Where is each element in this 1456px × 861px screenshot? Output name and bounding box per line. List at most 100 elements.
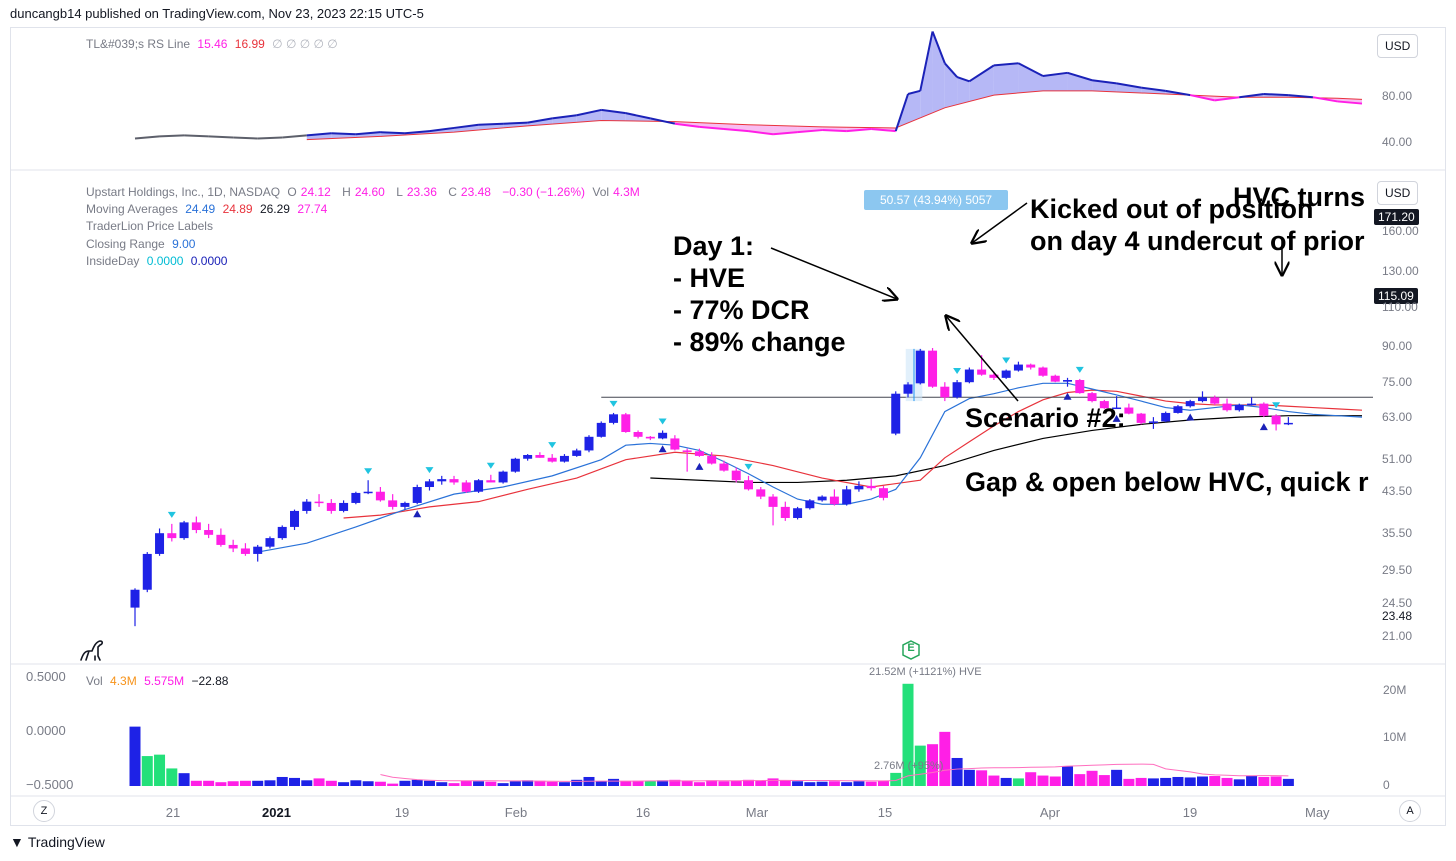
volume-bar [325, 780, 337, 786]
candle-body [731, 470, 741, 481]
volume-bar [669, 779, 681, 786]
earnings-marker[interactable]: E [901, 640, 921, 660]
candle-body [314, 501, 324, 504]
volume-bar [730, 780, 742, 786]
pivot-marker [1063, 392, 1072, 400]
ma-value-1: 24.49 [185, 202, 216, 217]
candle-body [1234, 404, 1244, 411]
arrow-kicked [972, 202, 1028, 243]
rs-legend[interactable]: TL&#039;s RS Line 15.46 16.99 ∅ ∅ ∅ ∅ ∅ [86, 37, 342, 51]
price-axis-label: 43.50 [1382, 484, 1413, 498]
volume-bar [423, 780, 435, 786]
candle-body [228, 544, 238, 549]
rs-line-segment [993, 62, 1019, 67]
rs-line-segment [282, 134, 307, 139]
rs-fill [908, 90, 921, 123]
rs-line-segment [208, 135, 234, 139]
pivot-marker [1186, 413, 1195, 421]
rs-line-segment [184, 134, 209, 138]
rs-line-segment [931, 31, 946, 64]
candle-body [645, 436, 655, 439]
rs-line-segment [1214, 96, 1240, 102]
tradingview-logo: ▼ TradingView [10, 834, 105, 850]
volume-bar [693, 782, 705, 786]
ma-row[interactable]: Moving Averages 24.49 24.89 26.29 27.74 [86, 202, 328, 217]
rs-line-segment [503, 121, 528, 125]
rs-line-segment [846, 128, 872, 133]
candle-body [253, 546, 263, 554]
candle-body [878, 488, 888, 498]
candle-body [461, 482, 471, 492]
volume-bar [828, 781, 840, 786]
rs-line-segment [601, 108, 626, 115]
volume-bar [522, 780, 534, 786]
rs-line-segment [380, 131, 405, 135]
volume-bar [301, 780, 313, 786]
rs-line-segment [1067, 71, 1093, 82]
volume-ma-line [380, 763, 1289, 782]
candle-body [375, 491, 385, 501]
price-legend[interactable]: Upstart Holdings, Inc., 1D, NASDAQ O 24.1… [86, 184, 648, 270]
volume-bar [1012, 778, 1024, 786]
rs-axis-label: 80.00 [1382, 89, 1413, 103]
candle-body [130, 589, 140, 608]
price-axis-label: 51.00 [1382, 452, 1413, 466]
volume-bar [841, 782, 853, 786]
annotation-hvc: HVC turns [1233, 182, 1366, 212]
price-currency-button[interactable]: USD [1377, 181, 1419, 205]
rs-legend-dots: ∅ ∅ ∅ ∅ ∅ [272, 37, 338, 51]
volume-bar [632, 780, 644, 786]
candle-body [744, 480, 753, 490]
volume-bar [853, 781, 865, 786]
nav-left-button[interactable]: Z [33, 800, 55, 822]
rs-line-segment [1116, 82, 1142, 89]
volume-axis-left-label: 0.5000 [26, 669, 66, 684]
volume-bar [718, 781, 730, 786]
inside-day-marker [364, 468, 373, 475]
rs-line-segment [871, 128, 896, 133]
chart-frame [10, 27, 1446, 826]
volume-legend[interactable]: Vol 4.3M 5.575M −22.88 [86, 674, 232, 688]
candle-body [523, 454, 533, 459]
inside-day-marker [609, 400, 618, 407]
volume-bar [1196, 776, 1208, 786]
volume-bar [902, 683, 914, 786]
inside-day-marker [658, 418, 667, 425]
earnings-icon [902, 640, 920, 660]
inside-day-row[interactable]: InsideDay 0.0000 0.0000 [86, 253, 228, 268]
closing-range-row[interactable]: Closing Range 9.00 [86, 236, 196, 251]
closing-range-value: 9.00 [172, 236, 196, 251]
volume-bar [534, 780, 546, 786]
volume-bar [571, 779, 583, 786]
candle-body [940, 386, 950, 398]
volume-bar [203, 780, 215, 786]
ohlc-close: 23.48 [460, 185, 491, 199]
candle-body [572, 450, 582, 456]
rs-line-segment [233, 136, 258, 140]
candle-body [768, 496, 778, 507]
candle-body [609, 414, 619, 423]
volume-bar [509, 781, 521, 786]
candle-body [780, 506, 790, 518]
candle-body [363, 491, 373, 494]
candle-body [204, 530, 214, 535]
auto-scale-button[interactable]: A [1399, 800, 1421, 822]
rs-line-segment [919, 31, 934, 92]
volume-bar [767, 778, 779, 786]
volume-bar [1258, 776, 1270, 786]
tl-labels-row[interactable]: TraderLion Price Labels [86, 219, 213, 234]
volume-bar [350, 780, 362, 786]
inside-day-marker [1075, 366, 1084, 373]
candle-body [1038, 367, 1048, 376]
volume-bar [1111, 769, 1123, 786]
ohlc-volume: 4.3M [613, 185, 640, 199]
volume-bar [190, 780, 202, 786]
volume-bar [644, 780, 656, 786]
volume-bar [914, 745, 926, 786]
candle-body [1050, 375, 1060, 382]
candle-body [1247, 403, 1257, 406]
rs-line-segment [1288, 94, 1314, 99]
rs-line-segment [822, 129, 847, 133]
rs-currency-button[interactable]: USD [1377, 34, 1419, 58]
